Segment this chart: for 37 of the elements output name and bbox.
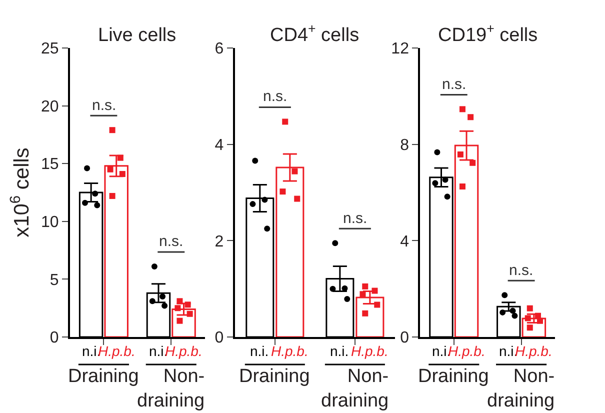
series-label: n.i. [250, 343, 269, 359]
y-tick-label: 25 [41, 40, 59, 58]
annotation: n.s. [263, 88, 288, 105]
y-tick-label: 10 [41, 214, 59, 231]
x-tick-label: Draining [418, 366, 489, 387]
chart-title: CD4$^{+}$ cells [270, 21, 360, 46]
annotation: n.s. [509, 262, 534, 279]
y-tick-label: 5 [50, 272, 59, 289]
x-tick-label: Non-draining [321, 366, 389, 412]
text: H.p.b. [448, 343, 486, 359]
y-tick-label: 8 [400, 136, 410, 154]
y-tick-label: 20 [41, 98, 59, 116]
x-tick-label: Non-draining [137, 366, 205, 412]
y-tick-label: 15 [41, 156, 59, 174]
chart-title: CD19$^{+}$ cells [438, 21, 538, 46]
x-tick-label: Non-draining [487, 366, 555, 412]
text: n.i. [330, 343, 349, 359]
y-tick-label: 4 [400, 233, 410, 250]
series-label: H.p.b. [351, 343, 388, 359]
y-tick-label: 0 [214, 330, 224, 347]
annotation: n.s. [92, 97, 116, 114]
y-tick-label: 0 [50, 330, 59, 347]
annotation: n.s. [159, 233, 184, 250]
series-label: H.p.b. [98, 343, 136, 359]
series-label: H.p.b. [515, 343, 552, 359]
x-tick-label: Draining [239, 366, 310, 387]
chart-title: Live cells [98, 25, 176, 46]
y-tick-label: 2 [214, 233, 224, 250]
annotation: n.s. [343, 210, 368, 227]
y-tick-label: 12 [391, 40, 410, 58]
y-tick-label: 0 [400, 330, 410, 347]
text: H.p.b. [271, 343, 308, 359]
annotation: n.s. [442, 76, 466, 93]
y-tick-label: 4 [214, 136, 224, 154]
x-tick-label: Draining [68, 366, 139, 387]
y-tick-label: 6 [214, 40, 224, 58]
text: H.p.b. [165, 343, 202, 359]
